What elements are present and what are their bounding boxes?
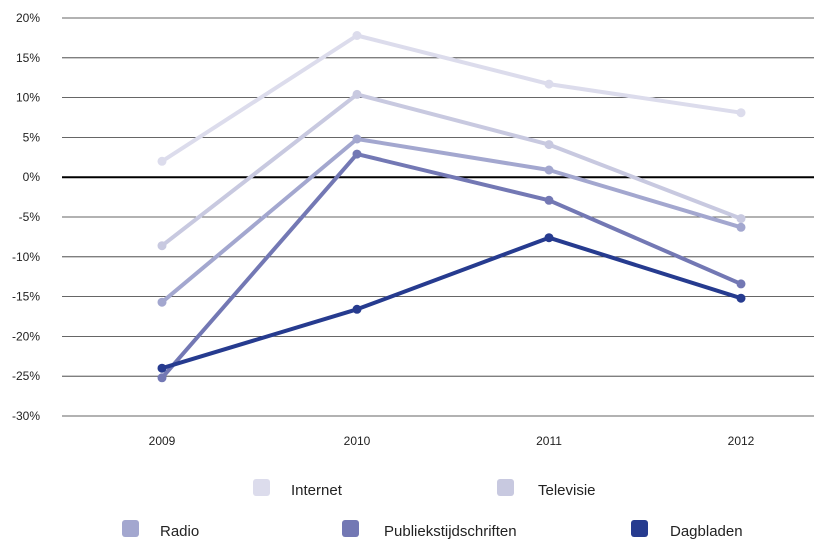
data-point-publiekstijdschriften [352, 149, 362, 159]
y-tick-label: 5% [23, 130, 41, 144]
legend-label: Televisie [538, 482, 596, 499]
data-point-publiekstijdschriften [736, 279, 746, 289]
series-radio [157, 134, 746, 307]
y-tick-label: -30% [12, 409, 40, 423]
y-tick-label: 15% [16, 51, 40, 65]
data-point-radio [736, 222, 746, 232]
series-internet [157, 31, 746, 166]
series-dagbladen [157, 233, 746, 373]
series-line-radio [160, 137, 743, 305]
legend-item-radio: Radio [122, 520, 199, 540]
data-point-televisie [544, 140, 554, 150]
x-tick-label: 2012 [728, 434, 755, 448]
y-tick-label: 10% [16, 91, 40, 105]
data-point-dagbladen [544, 233, 554, 243]
y-tick-label: -5% [19, 210, 41, 224]
data-point-internet [157, 156, 167, 166]
legend-swatch [631, 520, 648, 537]
legend: Internet Televisie Radio Publiekstijdschrif… [122, 479, 743, 540]
data-point-televisie [157, 241, 167, 251]
series-line-dagbladen [160, 235, 743, 371]
data-point-televisie [352, 89, 362, 99]
legend-item-televisie: Televisie [497, 479, 596, 499]
legend-label: Dagbladen [670, 523, 743, 540]
data-point-radio [352, 134, 362, 144]
series-televisie [157, 89, 746, 251]
legend-label: Internet [291, 482, 343, 499]
data-point-radio [544, 165, 554, 175]
y-tick-label: -25% [12, 369, 40, 383]
y-tick-label: 20% [16, 11, 40, 25]
legend-item-publiekstijdschriften: Publiekstijdschriften [342, 520, 517, 540]
data-point-televisie [736, 214, 746, 224]
data-point-dagbladen [736, 293, 746, 303]
series-line-internet [160, 33, 743, 164]
legend-item-dagbladen: Dagbladen [631, 520, 743, 540]
legend-swatch [253, 479, 270, 496]
data-point-dagbladen [352, 304, 362, 314]
series-lines [157, 31, 746, 383]
y-tick-label: 0% [23, 170, 41, 184]
x-tick-label: 2011 [536, 434, 562, 448]
series-publiekstijdschriften [157, 149, 746, 383]
x-tick-label: 2009 [149, 434, 176, 448]
legend-label: Publiekstijdschriften [384, 523, 517, 540]
data-point-dagbladen [157, 363, 167, 373]
data-point-publiekstijdschriften [157, 373, 167, 383]
series-line-televisie [160, 92, 743, 248]
series-line-publiekstijdschriften [160, 152, 743, 380]
legend-label: Radio [160, 523, 199, 540]
y-tick-label: -20% [12, 329, 40, 343]
data-point-internet [544, 79, 554, 89]
y-axis: 20% 15% 10% 5% 0% -5% -10% -15% -20% -25% -30% [12, 11, 40, 423]
y-tick-label: -15% [12, 290, 40, 304]
data-point-internet [352, 31, 362, 40]
legend-swatch [342, 520, 359, 537]
y-tick-label: -10% [12, 250, 40, 264]
grid-lines [62, 17, 814, 417]
legend-swatch [122, 520, 139, 537]
data-point-radio [157, 297, 167, 307]
legend-item-internet: Internet [253, 479, 343, 499]
data-point-publiekstijdschriften [544, 195, 554, 205]
data-point-internet [736, 108, 746, 118]
x-tick-label: 2010 [344, 434, 371, 448]
x-axis: 2009 2010 2011 2012 [149, 434, 755, 448]
legend-swatch [497, 479, 514, 496]
